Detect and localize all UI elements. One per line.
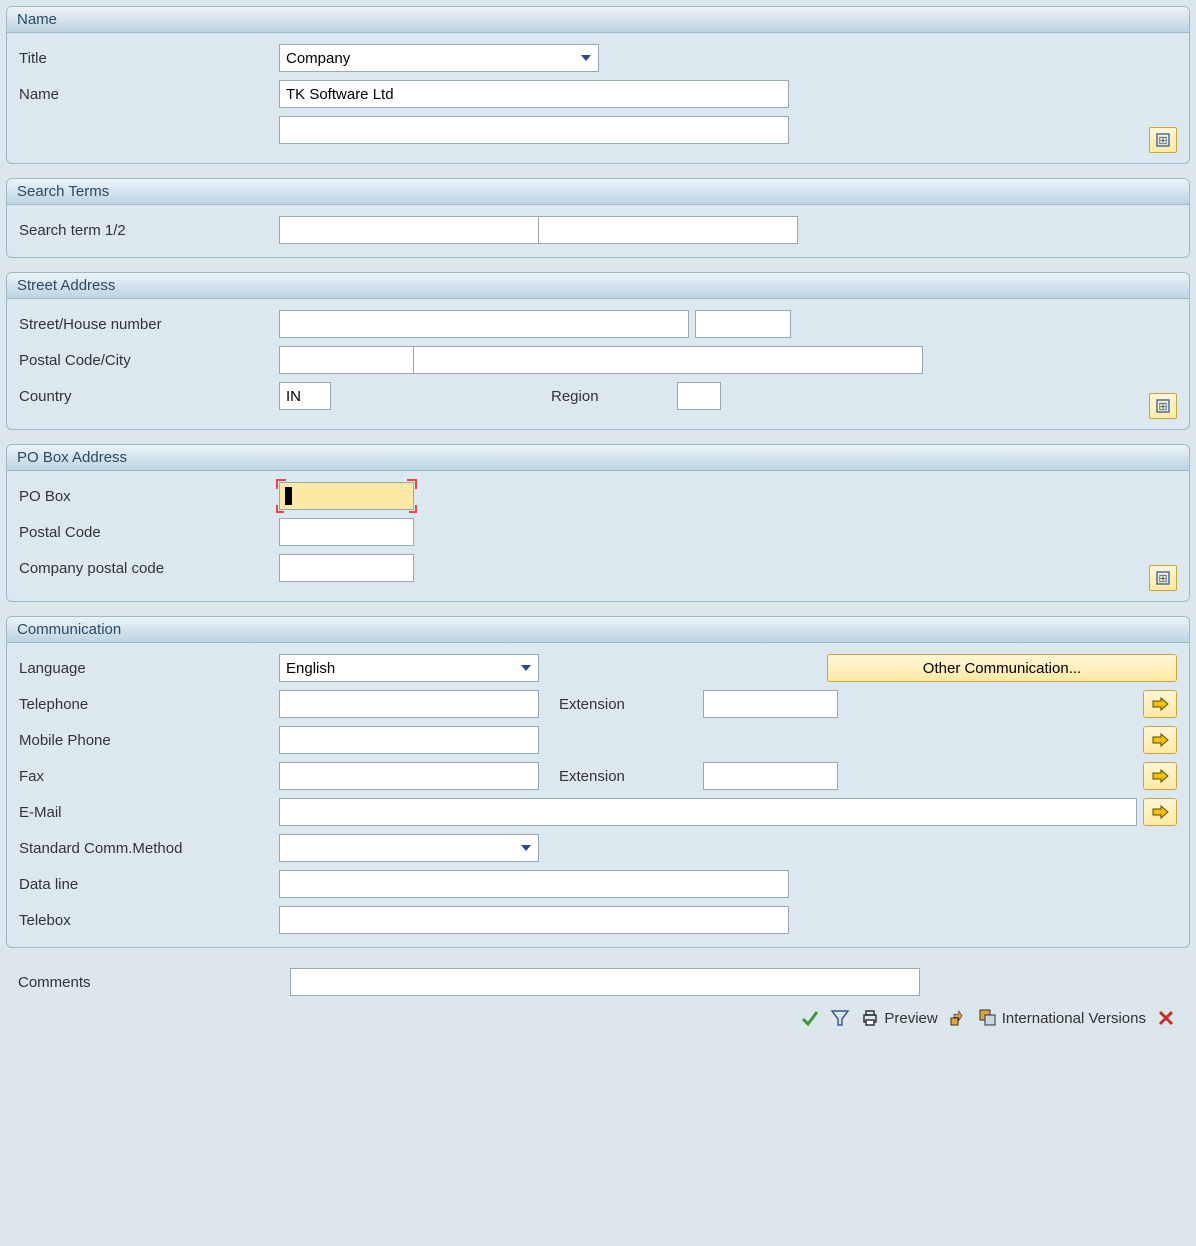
street-input[interactable]	[279, 310, 689, 338]
arrow-right-icon	[1151, 733, 1169, 747]
check-icon	[800, 1008, 820, 1028]
search-term-1-input[interactable]	[279, 216, 539, 244]
svg-text:⊞: ⊞	[1158, 573, 1167, 585]
house-number-input[interactable]	[695, 310, 791, 338]
company-postal-input[interactable]	[279, 554, 414, 582]
fax-input[interactable]	[279, 762, 539, 790]
svg-text:⊞: ⊞	[1158, 401, 1167, 413]
label-telebox: Telebox	[19, 912, 279, 929]
label-pobox-postal: Postal Code	[19, 524, 279, 541]
name-input[interactable]	[279, 80, 789, 108]
filter-button[interactable]	[830, 1008, 850, 1028]
panel-header-search: Search Terms	[7, 179, 1189, 205]
mobile-input[interactable]	[279, 726, 539, 754]
label-region: Region	[551, 388, 599, 405]
language-select[interactable]: English	[279, 654, 539, 682]
dataline-input[interactable]	[279, 870, 789, 898]
preview-button[interactable]: Preview	[860, 1008, 937, 1028]
label-street: Street/House number	[19, 316, 279, 333]
windows-icon	[978, 1008, 998, 1028]
telebox-input[interactable]	[279, 906, 789, 934]
telephone-input[interactable]	[279, 690, 539, 718]
label-title: Title	[19, 50, 279, 67]
transport-icon	[948, 1008, 968, 1028]
label-language: Language	[19, 660, 279, 677]
city-input[interactable]	[413, 346, 923, 374]
label-postal-city: Postal Code/City	[19, 352, 279, 369]
label-country: Country	[19, 388, 279, 405]
email-input[interactable]	[279, 798, 1137, 826]
label-company-postal: Company postal code	[19, 560, 279, 577]
name-input-2[interactable]	[279, 116, 789, 144]
print-icon	[860, 1008, 880, 1028]
label-name: Name	[19, 86, 279, 103]
expand-pobox-button[interactable]: ⊞	[1149, 565, 1177, 591]
arrow-right-icon	[1151, 769, 1169, 783]
country-input[interactable]	[279, 382, 331, 410]
fax-extension-input[interactable]	[703, 762, 838, 790]
other-communication-button[interactable]: Other Communication...	[827, 654, 1177, 682]
label-fax-extension: Extension	[559, 768, 625, 785]
funnel-icon	[830, 1008, 850, 1028]
label-search-term: Search term 1/2	[19, 222, 279, 239]
label-comments: Comments	[18, 974, 290, 991]
email-more-button[interactable]	[1143, 798, 1177, 826]
expand-icon: ⊞	[1155, 398, 1171, 414]
panel-pobox: PO Box Address PO Box Postal Code Compan…	[6, 444, 1190, 602]
region-input[interactable]	[677, 382, 721, 410]
label-std-comm: Standard Comm.Method	[19, 840, 279, 857]
intl-label: International Versions	[1002, 1010, 1146, 1027]
arrow-right-icon	[1151, 697, 1169, 711]
mobile-more-button[interactable]	[1143, 726, 1177, 754]
tel-extension-input[interactable]	[703, 690, 838, 718]
std-comm-select[interactable]	[279, 834, 539, 862]
svg-text:⊞: ⊞	[1158, 135, 1167, 147]
postal-code-input[interactable]	[279, 346, 414, 374]
comments-input[interactable]	[290, 968, 920, 996]
label-telephone: Telephone	[19, 696, 279, 713]
cancel-button[interactable]	[1156, 1008, 1176, 1028]
label-fax: Fax	[19, 768, 279, 785]
fax-more-button[interactable]	[1143, 762, 1177, 790]
expand-icon: ⊞	[1155, 570, 1171, 586]
expand-street-button[interactable]: ⊞	[1149, 393, 1177, 419]
label-dataline: Data line	[19, 876, 279, 893]
arrow-right-icon	[1151, 805, 1169, 819]
panel-search: Search Terms Search term 1/2	[6, 178, 1190, 258]
expand-name-button[interactable]: ⊞	[1149, 127, 1177, 153]
panel-header-communication: Communication	[7, 617, 1189, 643]
panel-communication: Communication Language English Other Com…	[6, 616, 1190, 948]
text-caret	[285, 487, 292, 505]
pobox-postal-input[interactable]	[279, 518, 414, 546]
accept-button[interactable]	[800, 1008, 820, 1028]
pobox-input[interactable]	[279, 482, 414, 510]
label-tel-extension: Extension	[559, 696, 625, 713]
label-pobox: PO Box	[19, 488, 279, 505]
transport-button[interactable]	[948, 1008, 968, 1028]
panel-name: Name Title Company Name ⊞	[6, 6, 1190, 164]
title-select[interactable]: Company	[279, 44, 599, 72]
panel-header-name: Name	[7, 7, 1189, 33]
label-email: E-Mail	[19, 804, 279, 821]
search-term-2-input[interactable]	[538, 216, 798, 244]
panel-header-pobox: PO Box Address	[7, 445, 1189, 471]
international-versions-button[interactable]: International Versions	[978, 1008, 1146, 1028]
panel-header-street: Street Address	[7, 273, 1189, 299]
close-icon	[1156, 1008, 1176, 1028]
expand-icon: ⊞	[1155, 132, 1171, 148]
bottom-toolbar: Preview International Versions	[6, 998, 1190, 1032]
telephone-more-button[interactable]	[1143, 690, 1177, 718]
panel-street: Street Address Street/House number Posta…	[6, 272, 1190, 430]
preview-label: Preview	[884, 1010, 937, 1027]
label-mobile: Mobile Phone	[19, 732, 279, 749]
